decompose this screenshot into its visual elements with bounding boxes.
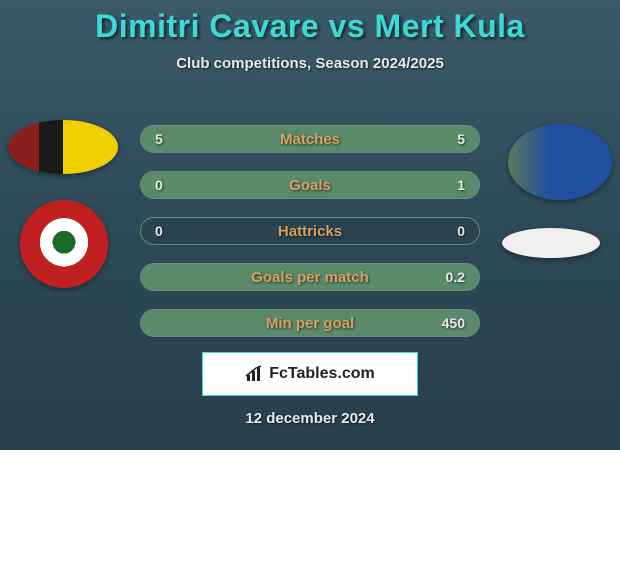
brand-box[interactable]: FcTables.com xyxy=(202,352,418,396)
stat-row: 5 Matches 5 xyxy=(140,125,480,153)
stat-right-value: 0.2 xyxy=(446,269,465,285)
stat-row: Min per goal 450 xyxy=(140,309,480,337)
stat-right-value: 0 xyxy=(457,223,465,239)
date-text: 12 december 2024 xyxy=(0,410,620,427)
stat-right-value: 1 xyxy=(457,177,465,193)
stat-label: Goals per match xyxy=(251,269,369,286)
stat-left-value: 0 xyxy=(155,177,163,193)
stat-right-value: 450 xyxy=(442,315,465,331)
stat-row: Goals per match 0.2 xyxy=(140,263,480,291)
stat-left-value: 0 xyxy=(155,223,163,239)
page-title: Dimitri Cavare vs Mert Kula xyxy=(0,0,620,45)
chart-icon xyxy=(245,365,265,383)
stat-left-value: 5 xyxy=(155,131,163,147)
club-left-badge xyxy=(20,200,108,288)
brand-text: FcTables.com xyxy=(269,365,375,383)
stat-row: 0 Goals 1 xyxy=(140,171,480,199)
stat-label: Min per goal xyxy=(266,315,354,332)
subtitle: Club competitions, Season 2024/2025 xyxy=(0,55,620,72)
player-right-avatar xyxy=(508,124,612,200)
stat-label: Hattricks xyxy=(278,223,342,240)
stat-right-value: 5 xyxy=(457,131,465,147)
stat-row: 0 Hattricks 0 xyxy=(140,217,480,245)
club-right-badge xyxy=(502,228,600,258)
comparison-card: Dimitri Cavare vs Mert Kula Club competi… xyxy=(0,0,620,450)
stat-label: Matches xyxy=(280,131,340,148)
player-left-avatar xyxy=(8,120,118,174)
stat-label: Goals xyxy=(289,177,331,194)
